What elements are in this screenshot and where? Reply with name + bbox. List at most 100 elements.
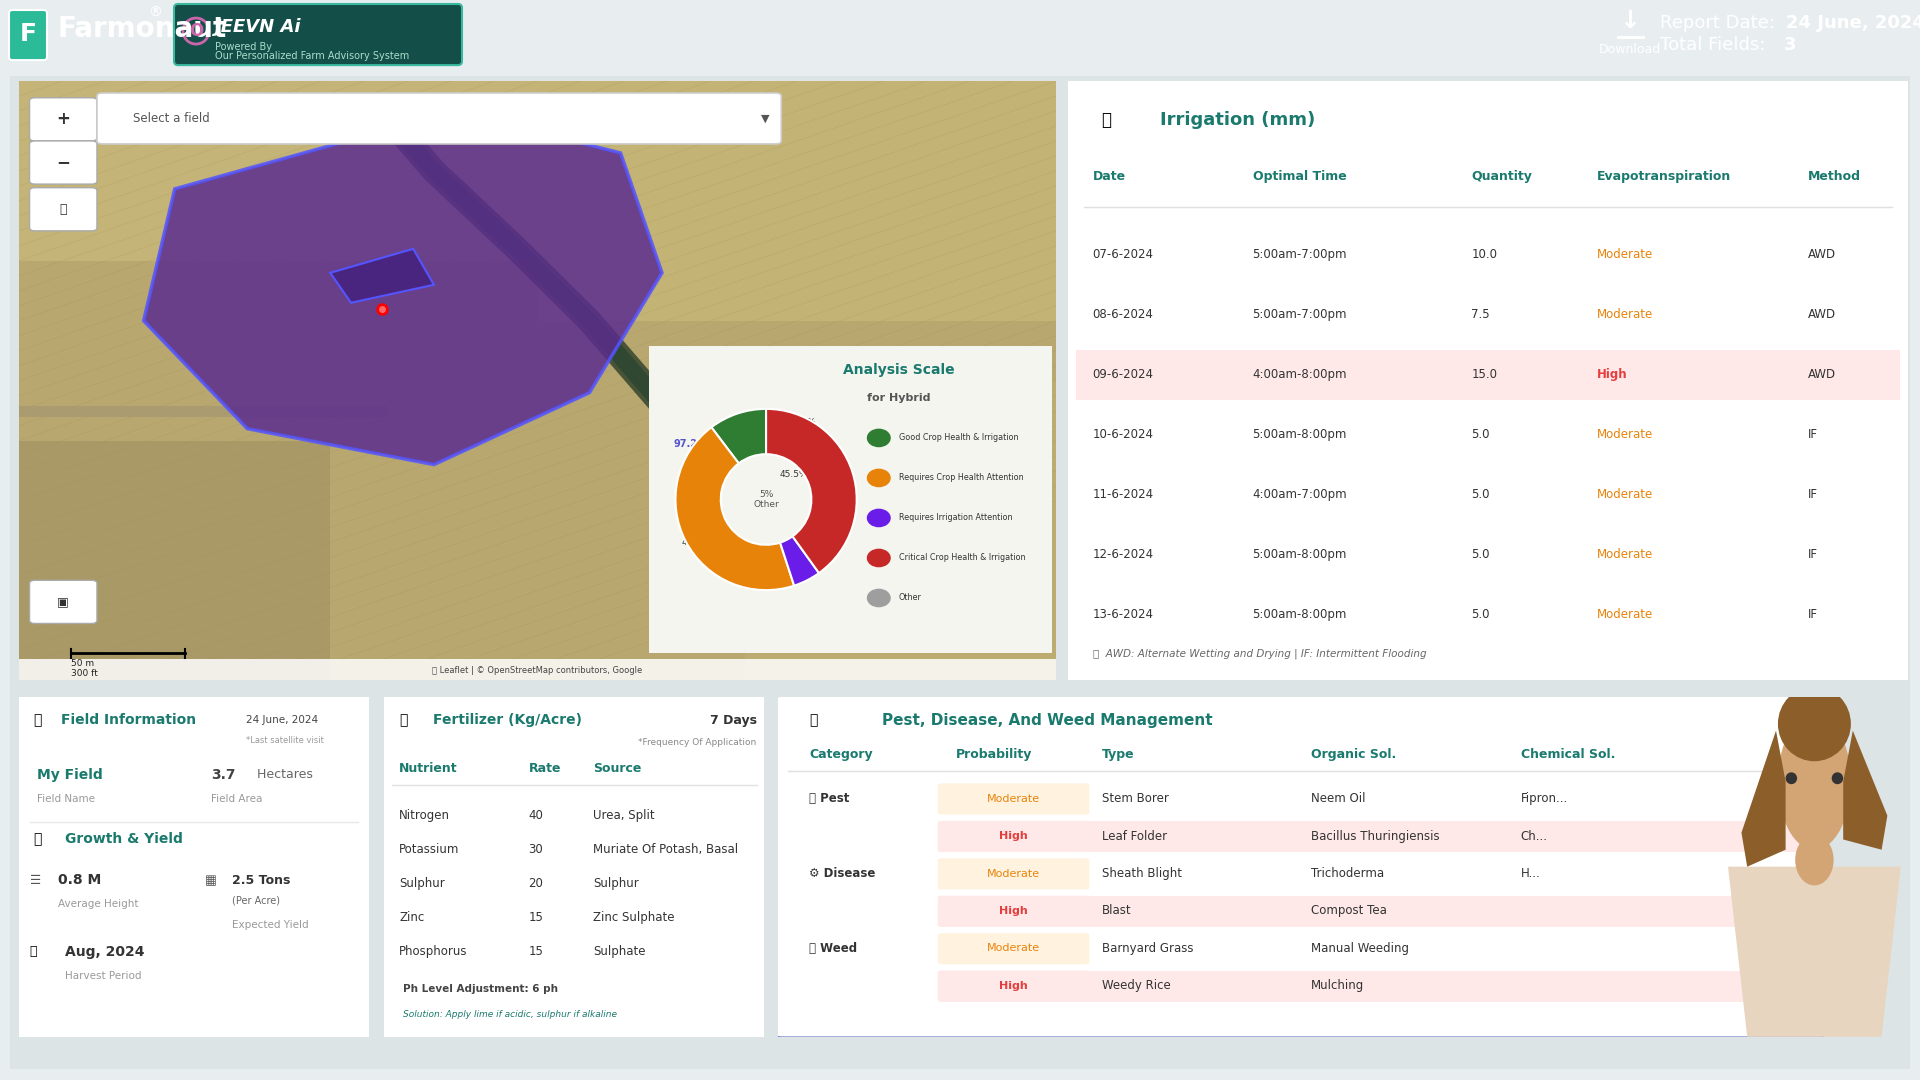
Bar	[19, 441, 330, 680]
Text: Field Name: Field Name	[36, 794, 94, 804]
FancyBboxPatch shape	[10, 10, 46, 60]
Text: 12-6-2024: 12-6-2024	[1092, 548, 1154, 561]
Text: Phosphorus: Phosphorus	[399, 945, 468, 958]
Bar	[538, 81, 1056, 321]
Bar	[939, 971, 1818, 1002]
Text: 2.5 Tons: 2.5 Tons	[232, 874, 290, 887]
Text: JEEVN Ai: JEEVN Ai	[215, 18, 301, 36]
Text: Optimal Time: Optimal Time	[1252, 171, 1346, 184]
Polygon shape	[330, 248, 434, 302]
Text: 11-6-2024: 11-6-2024	[1092, 488, 1154, 501]
Text: Weedy Rice: Weedy Rice	[1102, 980, 1171, 993]
Text: Pest, Disease, And Weed Management: Pest, Disease, And Weed Management	[883, 713, 1213, 728]
Text: Hectares: Hectares	[253, 768, 313, 781]
Text: 📅: 📅	[29, 945, 36, 958]
Text: 10.5%: 10.5%	[787, 418, 816, 427]
Text: Farmonaut: Farmonaut	[58, 15, 227, 43]
Text: 300 ft: 300 ft	[71, 669, 98, 678]
Text: 13-6-2024: 13-6-2024	[1092, 608, 1154, 621]
Text: Stem Borer: Stem Borer	[1102, 792, 1169, 806]
FancyBboxPatch shape	[0, 70, 1920, 1075]
Text: Neem Oil: Neem Oil	[1311, 792, 1365, 806]
Polygon shape	[1843, 730, 1887, 850]
Text: 3.7: 3.7	[211, 768, 236, 782]
Text: 07-6-2024: 07-6-2024	[1092, 248, 1154, 261]
Text: Sheath Blight: Sheath Blight	[1102, 867, 1183, 880]
Text: *Frequency Of Application: *Frequency Of Application	[637, 738, 756, 747]
Text: IF: IF	[1807, 548, 1818, 561]
Text: 4:00am-8:00pm: 4:00am-8:00pm	[1252, 368, 1348, 381]
Text: 10-6-2024: 10-6-2024	[1092, 428, 1154, 441]
Text: H...: H...	[1521, 867, 1540, 880]
FancyBboxPatch shape	[29, 98, 96, 140]
Text: Nitrogen: Nitrogen	[399, 809, 449, 822]
Text: Rate: Rate	[528, 761, 561, 774]
Text: 45.5%: 45.5%	[780, 471, 808, 480]
FancyBboxPatch shape	[96, 93, 781, 144]
Text: High: High	[998, 981, 1027, 990]
Text: 5.0: 5.0	[1471, 608, 1490, 621]
Text: *Last satellite visit: *Last satellite visit	[246, 737, 324, 745]
FancyBboxPatch shape	[643, 341, 1058, 658]
Text: Report Date:: Report Date:	[1661, 14, 1780, 32]
Text: ☰: ☰	[29, 874, 40, 887]
Text: 5:00am-7:00pm: 5:00am-7:00pm	[1252, 248, 1348, 261]
Text: Sulphur: Sulphur	[399, 877, 445, 890]
Text: Other: Other	[899, 594, 922, 603]
Text: Moderate: Moderate	[1597, 248, 1653, 261]
Text: 4:00am-7:00pm: 4:00am-7:00pm	[1252, 488, 1348, 501]
Text: Category: Category	[808, 748, 872, 761]
Text: Sulphate: Sulphate	[593, 945, 645, 958]
FancyBboxPatch shape	[17, 694, 371, 1039]
Text: Good Crop Health & Irrigation: Good Crop Health & Irrigation	[899, 433, 1018, 443]
Text: 7 Days: 7 Days	[710, 714, 756, 727]
FancyBboxPatch shape	[175, 4, 463, 65]
Text: 🌿: 🌿	[808, 714, 818, 728]
Text: 🐛 Pest: 🐛 Pest	[808, 792, 849, 806]
FancyBboxPatch shape	[29, 580, 96, 623]
Text: 15: 15	[528, 945, 543, 958]
Text: ®: ®	[148, 6, 161, 21]
Text: My Field: My Field	[36, 768, 102, 782]
Text: ⛶: ⛶	[60, 203, 67, 216]
Ellipse shape	[1778, 687, 1851, 761]
Text: Nutrient: Nutrient	[399, 761, 457, 774]
Text: Total Fields:: Total Fields:	[1661, 36, 1770, 54]
Text: 5:00am-7:00pm: 5:00am-7:00pm	[1252, 308, 1348, 321]
FancyBboxPatch shape	[937, 821, 1089, 852]
Text: Potassium: Potassium	[399, 843, 459, 856]
Text: Fertilizer (Kg/Acre): Fertilizer (Kg/Acre)	[434, 714, 582, 728]
Text: Moderate: Moderate	[1597, 428, 1653, 441]
Text: Aug, 2024: Aug, 2024	[65, 945, 144, 959]
Text: ⓘ  AWD: Alternate Wetting and Drying | IF: Intermittent Flooding: ⓘ AWD: Alternate Wetting and Drying | IF…	[1092, 648, 1427, 659]
Text: Field Information: Field Information	[61, 714, 196, 728]
Text: 15: 15	[528, 912, 543, 924]
Circle shape	[868, 510, 891, 527]
FancyBboxPatch shape	[937, 859, 1089, 890]
Text: Manual Weeding: Manual Weeding	[1311, 942, 1409, 955]
Text: Average Height: Average Height	[58, 900, 138, 909]
Text: Moderate: Moderate	[1597, 548, 1653, 561]
Text: 97.2%: 97.2%	[674, 440, 707, 449]
Text: Requires Irrigation Attention: Requires Irrigation Attention	[899, 513, 1012, 523]
Text: 09-6-2024: 09-6-2024	[1092, 368, 1154, 381]
Text: Date: Date	[1092, 171, 1125, 184]
Text: Sulphur: Sulphur	[593, 877, 639, 890]
Text: 🌿: 🌿	[1102, 111, 1112, 129]
Text: ▦: ▦	[204, 874, 217, 887]
Text: 📊: 📊	[33, 833, 42, 847]
Polygon shape	[144, 111, 662, 464]
Text: IF: IF	[1807, 608, 1818, 621]
Text: Mulching: Mulching	[1311, 980, 1365, 993]
Text: 👤: 👤	[33, 714, 42, 728]
Text: 5.0: 5.0	[1471, 548, 1490, 561]
Bar	[1075, 350, 1901, 400]
Text: Trichoderma: Trichoderma	[1311, 867, 1384, 880]
FancyBboxPatch shape	[29, 140, 96, 184]
Polygon shape	[1728, 866, 1901, 1037]
Text: Moderate: Moderate	[987, 794, 1039, 804]
Text: Muriate Of Potash, Basal: Muriate Of Potash, Basal	[593, 843, 737, 856]
Text: (Per Acre): (Per Acre)	[232, 895, 280, 906]
Text: 5:00am-8:00pm: 5:00am-8:00pm	[1252, 428, 1348, 441]
Text: Urea, Split: Urea, Split	[593, 809, 655, 822]
